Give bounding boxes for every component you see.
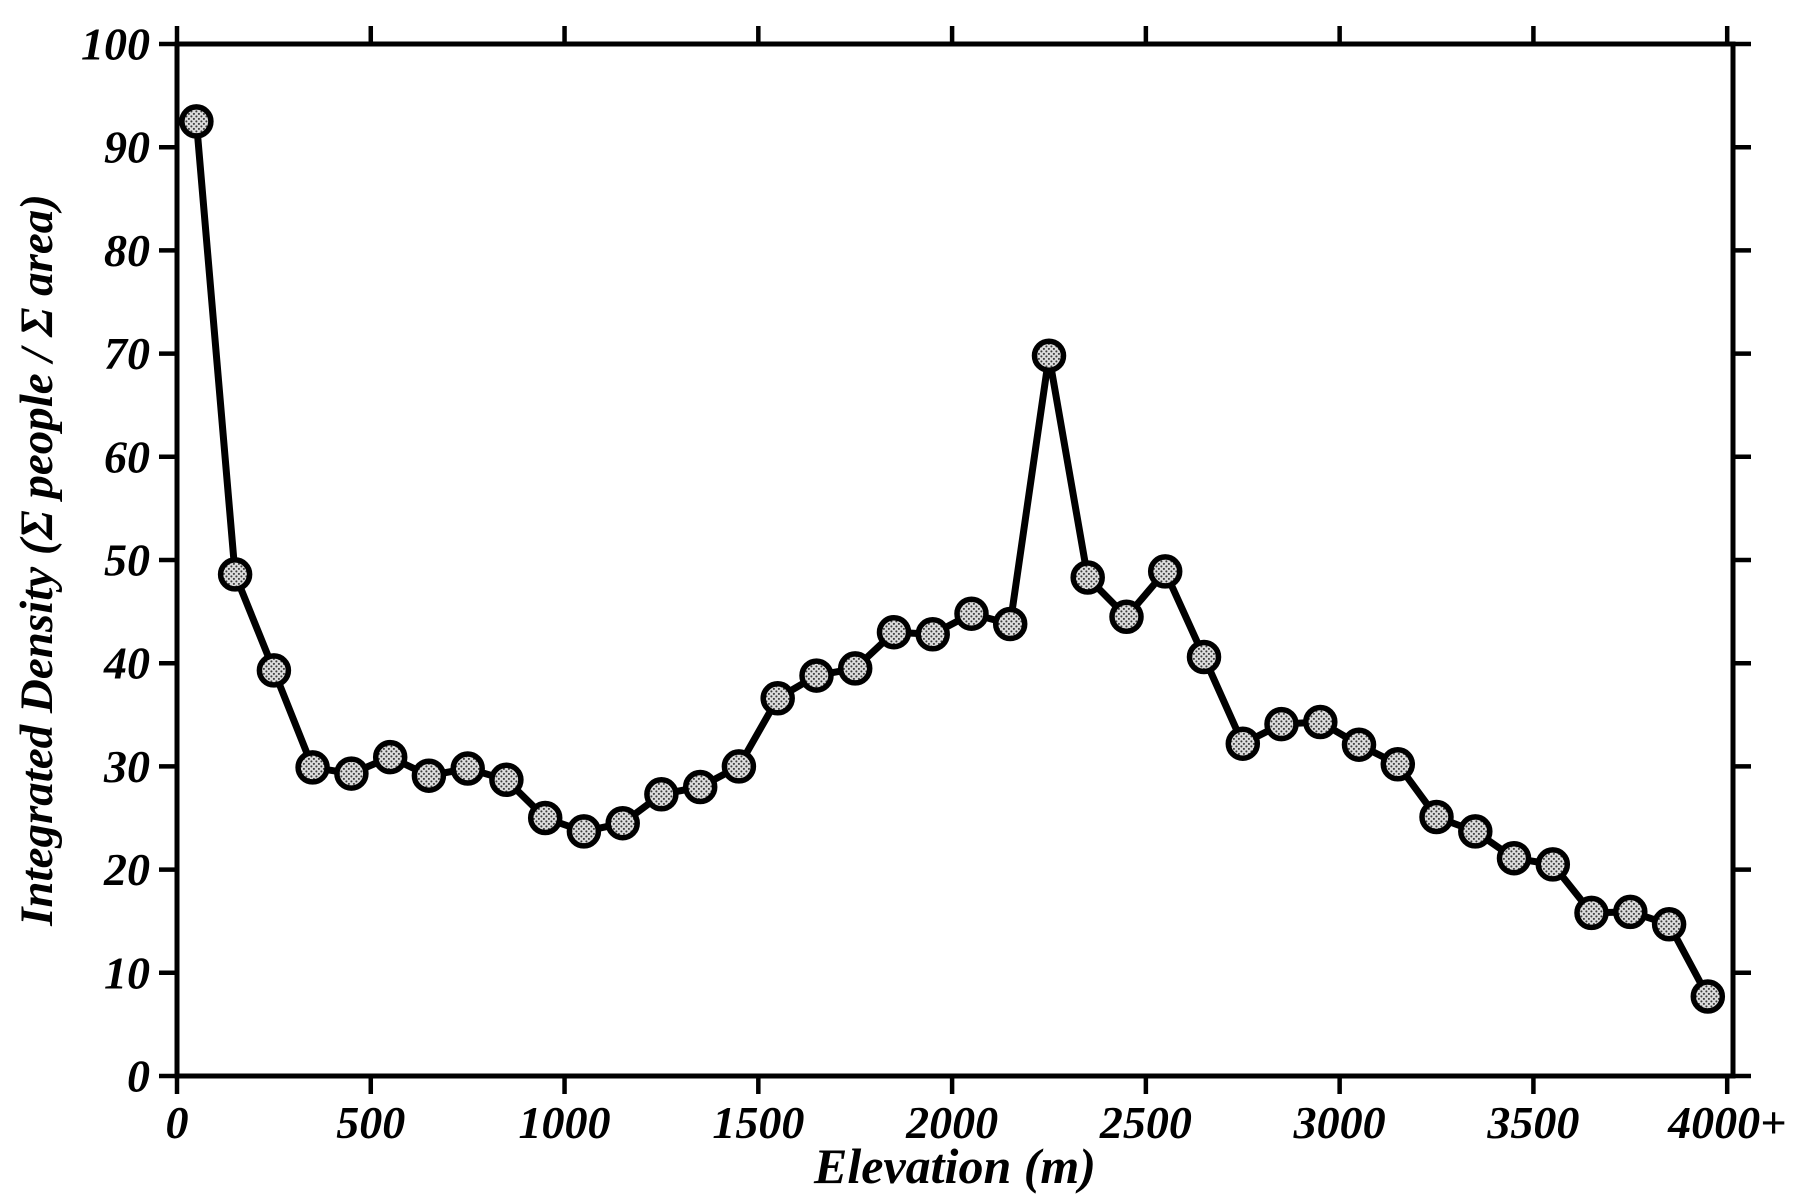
data-point xyxy=(721,749,757,784)
data-point xyxy=(217,557,253,592)
x-tick-label: 4000+ xyxy=(1667,1097,1786,1148)
data-point xyxy=(334,756,369,791)
data-line xyxy=(192,117,1712,1000)
y-tick-label: 70 xyxy=(104,328,150,379)
data-point xyxy=(179,104,214,139)
axis-ticks xyxy=(159,26,1751,1094)
data-point xyxy=(256,653,292,688)
data-point xyxy=(566,814,602,849)
data-point xyxy=(1031,338,1067,373)
data-point xyxy=(915,617,950,652)
x-tick-label: 3000 xyxy=(1293,1097,1386,1148)
data-series xyxy=(179,104,1726,1014)
data-point xyxy=(1574,895,1609,931)
data-point xyxy=(605,805,640,841)
x-tick-label: 1500 xyxy=(712,1097,804,1148)
y-tick-label: 20 xyxy=(103,844,150,895)
data-point xyxy=(837,651,873,686)
y-tick-label: 40 xyxy=(103,638,150,689)
y-tick-label: 100 xyxy=(81,19,150,70)
data-point xyxy=(1225,726,1261,761)
data-point xyxy=(644,777,679,812)
data-point xyxy=(1613,894,1648,930)
data-point xyxy=(1496,840,1532,876)
data-point xyxy=(1109,599,1144,635)
y-tick-label: 10 xyxy=(104,947,150,998)
data-point xyxy=(1380,747,1416,782)
data-point xyxy=(682,769,718,805)
data-point xyxy=(1458,814,1493,849)
y-tick-label: 90 xyxy=(104,122,150,173)
y-tick-label: 60 xyxy=(104,431,150,482)
data-point xyxy=(1341,727,1377,762)
data-point xyxy=(372,739,408,775)
y-tick-labels: 0 10 20 30 40 50 60 70 80 90 100 xyxy=(81,19,150,1102)
x-tick-label: 1000 xyxy=(519,1097,611,1148)
y-tick-label: 30 xyxy=(103,741,150,792)
data-point xyxy=(295,750,330,785)
y-tick-label: 80 xyxy=(104,225,150,276)
data-point xyxy=(760,681,795,716)
data-point xyxy=(1690,979,1726,1014)
data-point xyxy=(1186,639,1222,675)
data-point xyxy=(527,800,563,836)
x-tick-label: 0 xyxy=(166,1097,189,1148)
x-axis-title: Elevation (m) xyxy=(813,1138,1096,1194)
data-point xyxy=(489,762,524,798)
data-point xyxy=(1535,847,1571,882)
x-tick-label: 2500 xyxy=(1099,1097,1192,1148)
data-point xyxy=(1264,706,1299,742)
x-tick-label: 2000 xyxy=(905,1097,998,1148)
y-tick-label: 0 xyxy=(127,1051,150,1102)
plot-frame xyxy=(174,41,1736,1079)
data-point xyxy=(1651,907,1687,942)
data-point xyxy=(992,606,1028,642)
data-point xyxy=(799,658,834,693)
x-tick-labels: 0 500 1000 1500 2000 2500 3000 3500 4000+ xyxy=(166,1097,1787,1148)
data-point xyxy=(954,596,989,631)
x-tick-label: 500 xyxy=(336,1097,405,1148)
data-point xyxy=(450,751,485,786)
x-tick-label: 3500 xyxy=(1486,1097,1579,1148)
data-point xyxy=(1419,799,1454,835)
data-point xyxy=(1147,554,1183,589)
data-point xyxy=(1303,704,1338,740)
y-axis-title: Integrated Density (Σ people / Σ area) xyxy=(11,194,63,927)
data-point xyxy=(411,758,447,793)
y-tick-label: 50 xyxy=(104,535,150,586)
data-point xyxy=(1070,560,1105,595)
data-point xyxy=(876,614,912,650)
